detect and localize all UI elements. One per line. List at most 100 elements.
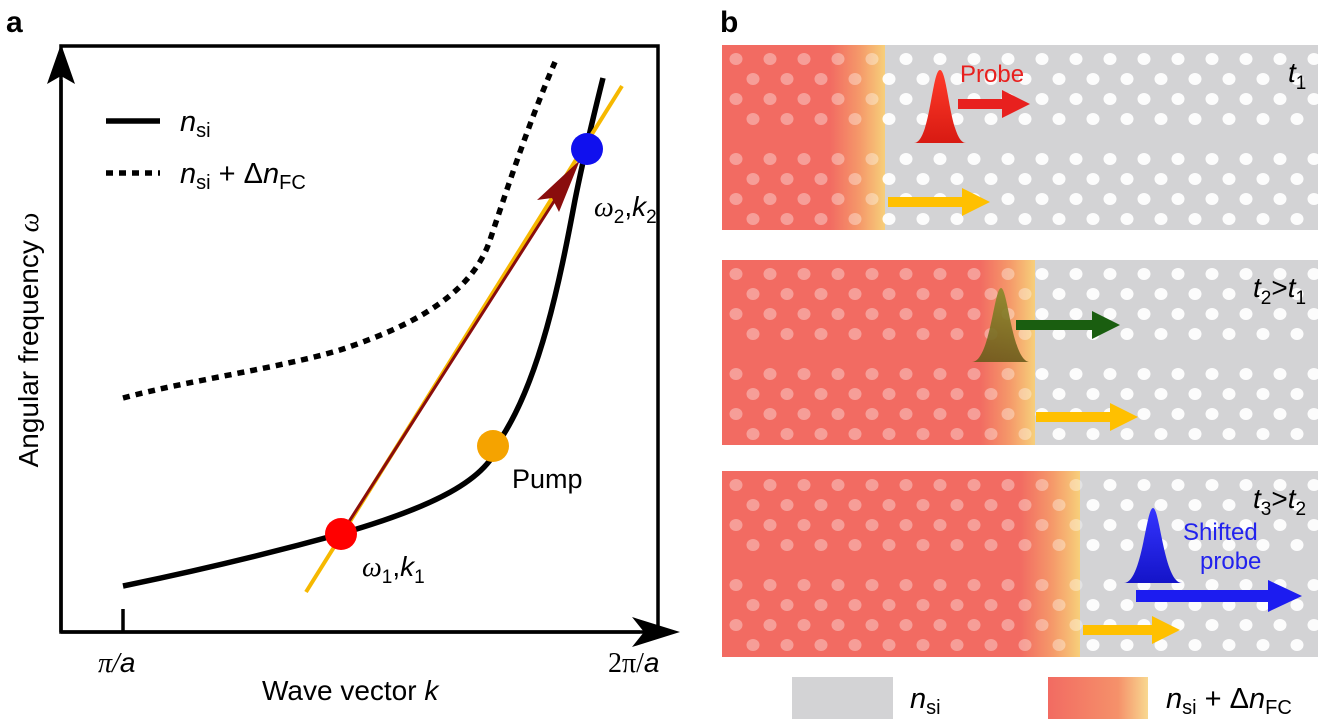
crystal-hole bbox=[882, 499, 896, 511]
pump-arrowhead-1 bbox=[962, 188, 990, 216]
crystal-hole bbox=[763, 408, 777, 420]
crystal-hole bbox=[1086, 499, 1100, 511]
crystal-hole bbox=[899, 308, 913, 320]
panel-a-label: a bbox=[6, 6, 23, 39]
crystal-hole bbox=[1188, 213, 1202, 225]
crystal-hole bbox=[950, 328, 964, 340]
crystal-hole bbox=[1035, 193, 1049, 205]
crystal-hole bbox=[1205, 193, 1219, 205]
crystal-hole bbox=[967, 153, 981, 165]
probe-arrowhead-1 bbox=[1002, 90, 1030, 118]
waveguide-row-2: t2>t1 bbox=[722, 260, 1318, 445]
crystal-hole bbox=[1018, 288, 1032, 300]
crystal-hole bbox=[1137, 53, 1151, 65]
crystal-hole bbox=[1307, 519, 1318, 531]
crystal-hole bbox=[814, 599, 828, 611]
crystal-hole bbox=[1290, 639, 1304, 651]
crystal-hole bbox=[746, 428, 760, 440]
crystal-hole bbox=[1069, 153, 1083, 165]
crystal-hole bbox=[1001, 519, 1015, 531]
crystal-hole bbox=[1188, 73, 1202, 85]
crystal-hole bbox=[1086, 73, 1100, 85]
crystal-hole bbox=[797, 268, 811, 280]
crystal-hole bbox=[984, 599, 998, 611]
crystal-hole bbox=[1171, 308, 1185, 320]
crystal-hole bbox=[797, 519, 811, 531]
crystal-hole bbox=[1120, 113, 1134, 125]
crystal-hole bbox=[1239, 53, 1253, 65]
crystal-hole bbox=[1018, 113, 1032, 125]
crystal-hole bbox=[1256, 328, 1270, 340]
probe-arrowhead-3 bbox=[1268, 580, 1302, 612]
crystal-hole bbox=[1052, 113, 1066, 125]
crystal-hole bbox=[1307, 479, 1318, 491]
crystal-hole bbox=[1239, 193, 1253, 205]
crystal-hole bbox=[780, 539, 794, 551]
crystal-hole bbox=[814, 639, 828, 651]
crystal-hole bbox=[916, 388, 930, 400]
crystal-hole bbox=[1120, 428, 1134, 440]
crystal-hole bbox=[1256, 288, 1270, 300]
crystal-hole bbox=[1018, 73, 1032, 85]
crystal-hole bbox=[1137, 153, 1151, 165]
crystal-hole bbox=[848, 328, 862, 340]
crystal-hole bbox=[1103, 519, 1117, 531]
crystal-hole bbox=[1035, 619, 1049, 631]
crystal-hole bbox=[831, 268, 845, 280]
crystal-hole bbox=[1035, 153, 1049, 165]
crystal-hole bbox=[848, 388, 862, 400]
crystal-hole bbox=[746, 599, 760, 611]
probe-pulse-3 bbox=[1124, 508, 1182, 583]
photonic-crystal-holes-2 bbox=[729, 268, 1318, 440]
crystal-hole bbox=[1154, 328, 1168, 340]
crystal-hole bbox=[746, 173, 760, 185]
crystal-hole bbox=[1086, 428, 1100, 440]
crystal-hole bbox=[729, 268, 743, 280]
crystal-hole bbox=[1035, 479, 1049, 491]
crystal-hole bbox=[916, 599, 930, 611]
crystal-hole bbox=[1069, 268, 1083, 280]
crystal-hole bbox=[1188, 388, 1202, 400]
crystal-hole bbox=[1307, 153, 1318, 165]
crystal-hole bbox=[1222, 428, 1236, 440]
crystal-hole bbox=[882, 639, 896, 651]
carrier-front-3 bbox=[1020, 471, 1080, 657]
crystal-hole bbox=[1035, 268, 1049, 280]
crystal-hole bbox=[933, 308, 947, 320]
crystal-hole bbox=[1307, 193, 1318, 205]
crystal-hole bbox=[1171, 193, 1185, 205]
crystal-hole bbox=[831, 93, 845, 105]
crystal-hole bbox=[1137, 308, 1151, 320]
crystal-hole bbox=[780, 113, 794, 125]
crystal-hole bbox=[729, 479, 743, 491]
point-omega1-k1 bbox=[325, 518, 357, 550]
crystal-hole bbox=[1137, 193, 1151, 205]
crystal-hole bbox=[1086, 213, 1100, 225]
crystal-hole bbox=[848, 113, 862, 125]
crystal-hole bbox=[814, 388, 828, 400]
crystal-hole bbox=[916, 539, 930, 551]
crystal-hole bbox=[916, 288, 930, 300]
crystal-hole bbox=[950, 539, 964, 551]
crystal-hole bbox=[882, 539, 896, 551]
crystal-hole bbox=[831, 53, 845, 65]
crystal-hole bbox=[1120, 388, 1134, 400]
legend-carrier-swatch bbox=[1048, 677, 1148, 719]
crystal-hole bbox=[1103, 308, 1117, 320]
crystal-hole bbox=[1273, 308, 1287, 320]
crystal-hole bbox=[1154, 499, 1168, 511]
crystal-hole bbox=[1103, 268, 1117, 280]
crystal-hole bbox=[1103, 93, 1117, 105]
crystal-hole bbox=[865, 519, 879, 531]
crystal-hole bbox=[1001, 193, 1015, 205]
crystal-hole bbox=[1052, 288, 1066, 300]
crystal-hole bbox=[984, 639, 998, 651]
crystal-hole bbox=[1120, 73, 1134, 85]
crystal-hole bbox=[1188, 539, 1202, 551]
legend-carrier-label: nsi + ΔnFC bbox=[1166, 683, 1292, 719]
crystal-hole bbox=[1069, 579, 1083, 591]
crystal-hole bbox=[1137, 93, 1151, 105]
crystal-hole bbox=[763, 268, 777, 280]
crystal-hole bbox=[1222, 639, 1236, 651]
crystal-hole bbox=[797, 579, 811, 591]
